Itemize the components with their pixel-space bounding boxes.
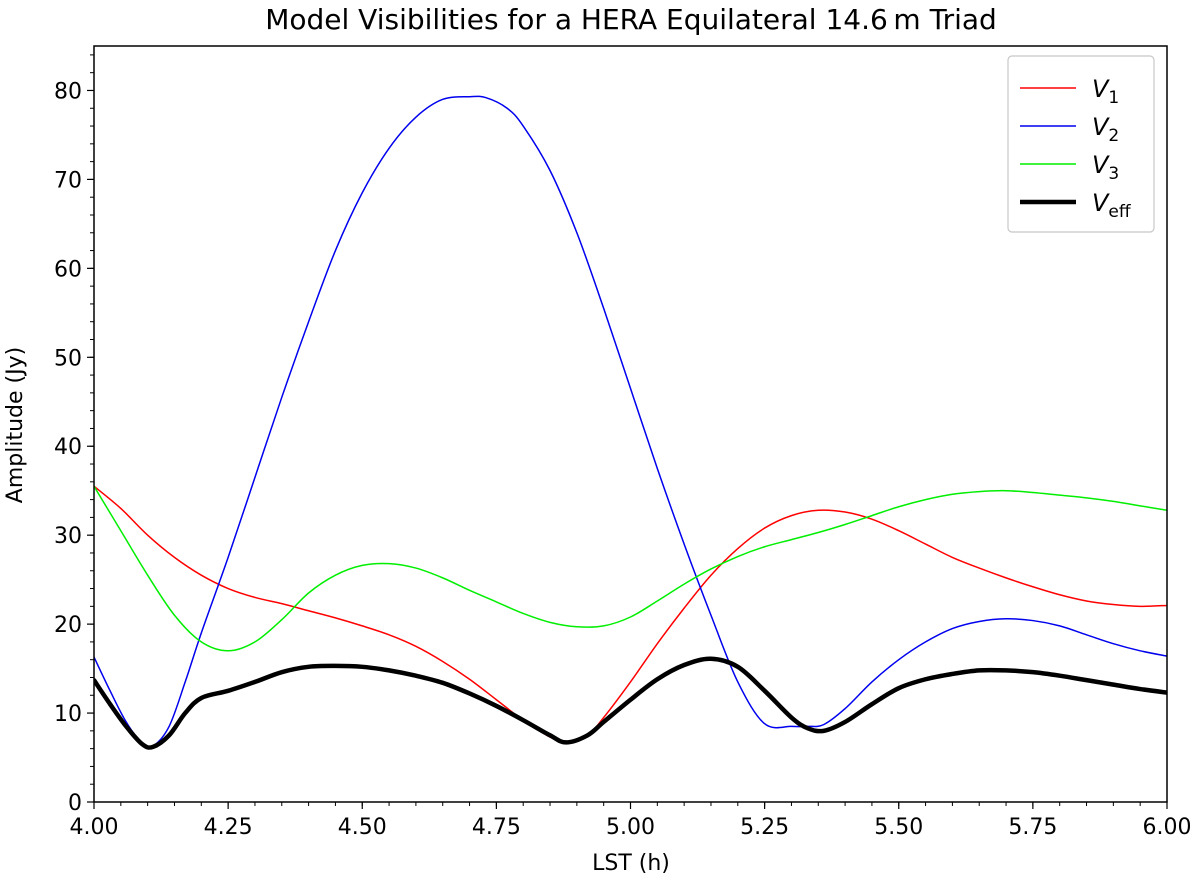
y-tick-label: 30: [54, 524, 82, 549]
series-line-V1: [94, 485, 1167, 744]
series-layer: [94, 95, 1167, 750]
x-tick-label: 4.50: [338, 815, 387, 840]
x-tick-label: 4.00: [70, 815, 119, 840]
series-line-V3: [94, 485, 1167, 652]
series-line-Veff: [94, 656, 1167, 750]
plot-frame: [93, 45, 1168, 803]
x-tick-label: 5.00: [606, 815, 655, 840]
x-tick-label: 5.75: [1008, 815, 1057, 840]
y-tick-label: 60: [54, 257, 82, 282]
y-tick-label: 70: [54, 168, 82, 193]
series-line-V2: [94, 95, 1167, 749]
y-tick-label: 20: [54, 613, 82, 638]
y-axis-label: Amplitude (Jy): [3, 347, 28, 503]
legend-label-V2: V2: [1092, 113, 1119, 146]
y-tick-label: 50: [54, 346, 82, 371]
y-tick-label: 10: [54, 702, 82, 727]
x-tick-label: 4.25: [204, 815, 253, 840]
x-tick-label: 5.50: [874, 815, 923, 840]
x-tick-label: 5.25: [740, 815, 789, 840]
x-tick-label: 4.75: [472, 815, 521, 840]
x-axis-label: LST (h): [592, 851, 670, 876]
x-tick-label: 6.00: [1143, 815, 1192, 840]
legend-box: [1007, 55, 1155, 233]
chart-title: Model Visibilities for a HERA Equilatera…: [265, 3, 997, 36]
y-tick-label: 40: [54, 435, 82, 460]
y-tick-label: 0: [68, 791, 82, 816]
axes-layer: 4.00 4.25 4.50 4.75 5.00 5.25 5.50 5.75 6.00 0 10 2…: [54, 45, 1192, 840]
y-tick-label: 80: [54, 79, 82, 104]
